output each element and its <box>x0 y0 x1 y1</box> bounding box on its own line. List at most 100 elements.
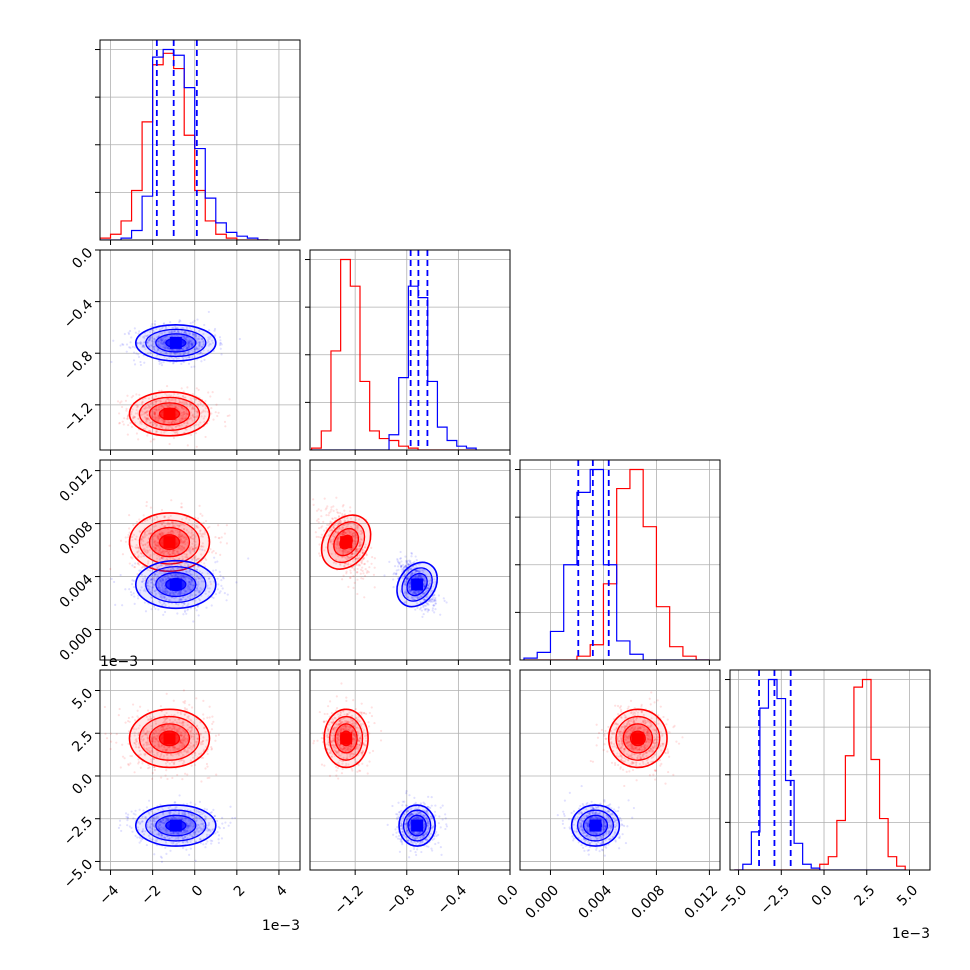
scatter-point <box>423 592 426 596</box>
scatter-point <box>152 716 155 719</box>
scatter-point <box>178 590 181 593</box>
scatter-point <box>194 398 197 401</box>
scatter-point <box>185 575 188 579</box>
scatter-point <box>402 567 405 570</box>
scatter-point <box>361 558 364 561</box>
scatter-point <box>193 607 196 610</box>
scatter-point <box>368 566 371 569</box>
scatter-point <box>178 590 182 593</box>
scatter-point <box>133 771 136 774</box>
scatter-point <box>184 396 187 399</box>
scatter-point <box>353 540 356 543</box>
scatter-point <box>178 718 181 721</box>
scatter-point <box>165 404 168 407</box>
scatter-point <box>189 581 192 584</box>
scatter-point <box>183 539 187 542</box>
scatter-point <box>146 549 149 552</box>
scatter-point <box>188 587 191 591</box>
scatter-point <box>190 343 193 346</box>
scatter-point <box>193 557 196 560</box>
scatter-point <box>373 557 376 560</box>
density-peak-b-2-1 <box>411 578 424 591</box>
scatter-point <box>177 751 180 755</box>
scatter-point <box>178 400 181 404</box>
scatter-point <box>147 767 150 770</box>
scatter-point <box>144 610 148 613</box>
scatter-point <box>209 580 212 583</box>
scatter-point <box>168 593 172 596</box>
scatter-point <box>179 506 183 509</box>
scatter-point <box>139 363 143 367</box>
scatter-point <box>188 355 191 358</box>
scatter-point <box>181 533 184 537</box>
scatter-point <box>331 517 335 520</box>
scatter-point <box>423 607 426 611</box>
scatter-point <box>343 519 346 522</box>
scatter-point <box>165 692 168 695</box>
scatter-point <box>194 754 197 757</box>
scatter-point <box>197 727 200 730</box>
scatter-point <box>201 535 205 538</box>
scatter-point <box>145 731 148 734</box>
scatter-point <box>176 593 180 596</box>
scatter-point <box>177 592 180 595</box>
scatter-point <box>162 421 165 425</box>
scatter-point <box>359 537 363 541</box>
scatter-point <box>330 540 333 543</box>
scatter-point <box>204 730 207 734</box>
scatter-point <box>139 342 142 346</box>
scatter-point <box>143 547 146 550</box>
scatter-point <box>143 337 146 340</box>
scatter-point <box>218 570 221 573</box>
scatter-point <box>406 570 409 574</box>
scatter-point <box>202 580 206 583</box>
scatter-point <box>199 351 203 354</box>
scatter-point <box>164 327 168 330</box>
scatter-point <box>145 418 148 421</box>
scatter-point <box>135 404 138 407</box>
scatter-point <box>144 577 147 580</box>
scatter-point <box>154 411 157 414</box>
scatter-point <box>343 550 346 554</box>
scatter-point <box>151 751 154 754</box>
scatter-point <box>180 419 183 422</box>
scatter-point <box>183 737 186 740</box>
scatter-point <box>158 755 162 758</box>
scatter-point <box>138 569 141 572</box>
scatter-point <box>143 407 146 410</box>
scatter-point <box>145 501 148 504</box>
scatter-point <box>189 536 192 539</box>
scatter-point <box>156 348 159 351</box>
scatter-point <box>192 744 195 747</box>
scatter-point <box>344 562 347 565</box>
scatter-point <box>153 320 157 323</box>
scatter-point <box>146 562 150 565</box>
scatter-point <box>164 338 167 341</box>
scatter-point <box>157 544 160 547</box>
scatter-point <box>176 567 179 571</box>
scatter-point <box>347 557 350 560</box>
scatter-point <box>157 740 160 743</box>
scatter-point <box>143 548 146 551</box>
scatter-point <box>335 496 338 499</box>
scatter-point <box>189 551 192 554</box>
scatter-point <box>184 330 187 334</box>
scatter-point <box>182 721 185 724</box>
scatter-point <box>164 580 167 583</box>
scatter-point <box>160 556 163 559</box>
scatter-point <box>160 578 164 581</box>
scatter-point <box>144 411 147 414</box>
scatter-point <box>164 347 167 350</box>
scatter-point <box>154 395 158 398</box>
scatter-point <box>217 583 220 586</box>
scatter-point <box>189 736 193 739</box>
scatter-point <box>356 547 359 550</box>
scatter-point <box>185 330 188 334</box>
scatter-point <box>135 432 139 435</box>
scatter-point <box>149 402 152 405</box>
scatter-point <box>186 344 190 347</box>
scatter-point <box>160 424 163 428</box>
scatter-point <box>214 334 217 337</box>
scatter-point <box>318 554 322 557</box>
scatter-point <box>195 568 198 571</box>
